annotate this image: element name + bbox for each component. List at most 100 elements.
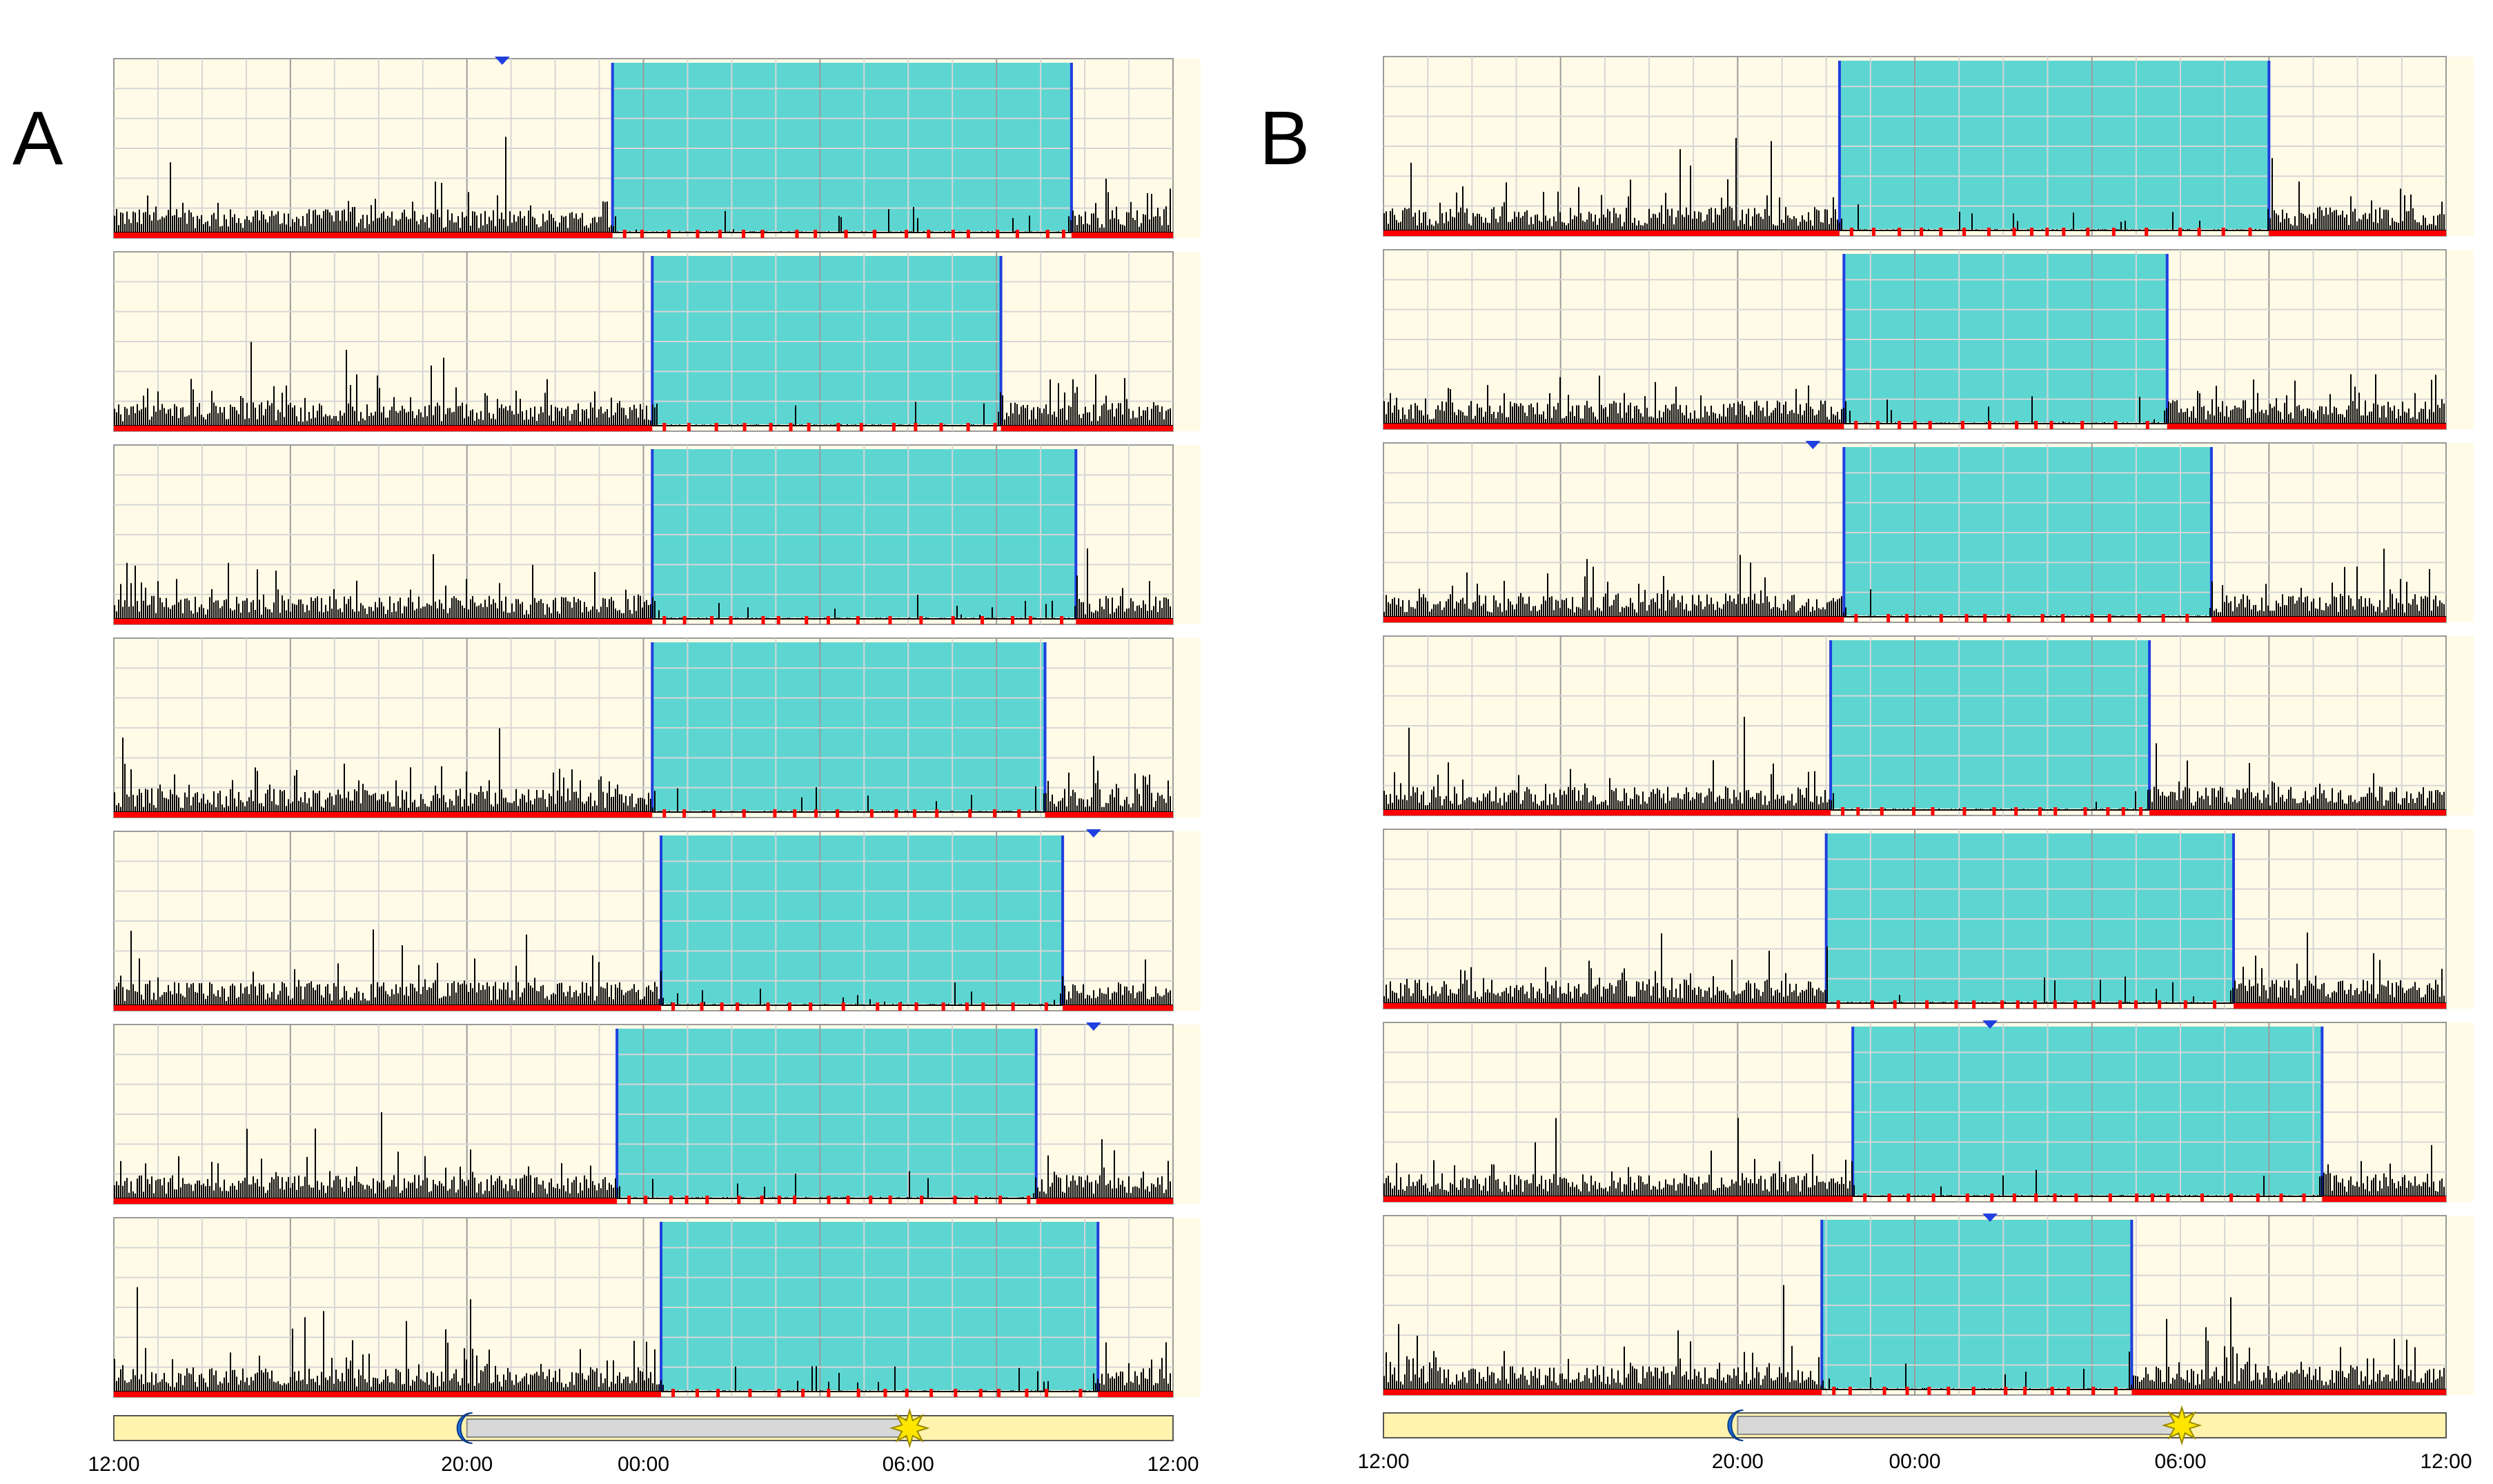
rest-marker-tick — [716, 1389, 720, 1397]
rest-marker-tick — [2040, 614, 2044, 622]
active-marker-bar — [1383, 617, 1844, 622]
active-marker-bar — [1001, 426, 1173, 431]
day-row — [1383, 249, 2474, 430]
rest-marker-tick — [914, 1002, 918, 1011]
tick-label: 20:00 — [1712, 1450, 1764, 1473]
active-marker-bar — [114, 233, 613, 238]
rest-marker-tick — [1882, 1387, 1886, 1395]
rest-marker-tick — [2221, 228, 2225, 236]
rest-marker-tick — [766, 1002, 770, 1011]
rest-marker-tick — [1972, 1000, 1976, 1009]
rest-marker-tick — [760, 1196, 764, 1204]
day-indicator — [1085, 829, 1101, 838]
rest-marker-tick — [640, 230, 644, 238]
rest-marker-tick — [929, 1389, 934, 1397]
rest-marker-tick — [841, 1002, 845, 1011]
rest-marker-tick — [2067, 1387, 2071, 1395]
rest-marker-tick — [1045, 1389, 1049, 1397]
rest-marker-tick — [998, 1196, 1003, 1204]
active-marker-bar — [114, 1198, 618, 1204]
day-indicator — [1982, 1214, 1998, 1222]
active-marker-bar — [1383, 810, 1831, 815]
rest-marker-tick — [2137, 614, 2141, 622]
rest-marker-tick — [696, 230, 700, 238]
rest-band — [1844, 254, 2167, 422]
rest-marker-tick — [2091, 1000, 2096, 1009]
active-marker-bar — [2167, 424, 2446, 429]
rest-marker-tick — [627, 1196, 631, 1204]
active-marker-bar — [2322, 1196, 2446, 1202]
tick-label: 06:00 — [883, 1453, 934, 1476]
rest-marker-tick — [1898, 421, 1902, 429]
rest-marker-tick — [827, 1389, 831, 1397]
rest-marker-tick — [682, 616, 687, 624]
rest-marker-tick — [667, 230, 671, 238]
rest-marker-tick — [2200, 1194, 2205, 1202]
rest-marker-tick — [671, 1389, 676, 1397]
rest-marker-tick — [1044, 1002, 1048, 1011]
rest-marker-tick — [836, 423, 840, 431]
rest-marker-tick — [682, 809, 687, 818]
rest-marker-tick — [700, 1002, 704, 1011]
rest-marker-tick — [687, 423, 691, 431]
rest-marker-tick — [2049, 421, 2053, 429]
rest-marker-tick — [2012, 1194, 2016, 1202]
rest-marker-tick — [935, 809, 939, 818]
light-strip — [1173, 1025, 1201, 1204]
active-marker-bar — [1383, 1389, 1822, 1395]
rest-marker-tick — [2178, 228, 2182, 236]
rest-marker-tick — [2038, 807, 2042, 815]
rest-marker-tick — [2045, 228, 2049, 236]
rest-marker-tick — [718, 230, 722, 238]
rest-marker-tick — [920, 1196, 924, 1204]
rest-marker-tick — [826, 616, 830, 624]
rest-marker-tick — [888, 1196, 892, 1204]
rest-marker-tick — [2151, 1194, 2155, 1202]
rest-marker-tick — [776, 616, 780, 624]
day-row — [113, 829, 1201, 1011]
rest-marker-tick — [993, 423, 997, 431]
rest-marker-tick — [2090, 614, 2094, 622]
rest-marker-tick — [827, 1196, 831, 1204]
rest-marker-tick — [2000, 1000, 2004, 1009]
rest-marker-tick — [2016, 1000, 2020, 1009]
rest-marker-tick — [1856, 807, 1860, 815]
rest-band — [661, 1222, 1098, 1390]
rest-marker-tick — [2158, 1000, 2162, 1009]
rest-marker-tick — [2062, 228, 2066, 236]
rest-marker-tick — [2053, 1194, 2057, 1202]
rest-marker-tick — [801, 1389, 805, 1397]
rest-marker-tick — [2012, 228, 2016, 236]
rest-marker-tick — [1962, 228, 1967, 236]
light-strip — [2446, 57, 2474, 236]
rest-marker-tick — [1832, 1387, 1836, 1395]
sun-icon — [2161, 1405, 2203, 1446]
rest-band — [1853, 1027, 2323, 1195]
light-strip — [2446, 1216, 2474, 1395]
day-row — [1383, 1214, 2474, 1396]
rest-marker-tick — [927, 230, 931, 238]
active-marker-bar — [1383, 1196, 1853, 1202]
rest-marker-tick — [742, 230, 746, 238]
rest-marker-tick — [644, 1196, 648, 1204]
rest-marker-tick — [737, 1196, 741, 1204]
rest-marker-tick — [1931, 807, 1935, 815]
rest-marker-tick — [2023, 1387, 2027, 1395]
rest-marker-tick — [981, 1002, 985, 1011]
rest-marker-tick — [761, 616, 765, 624]
active-marker-bar — [114, 1005, 662, 1011]
light-strip — [2446, 829, 2474, 1009]
rest-marker-tick — [954, 1389, 958, 1397]
rest-marker-tick — [742, 423, 747, 431]
day-row — [113, 1217, 1201, 1398]
rest-marker-tick — [1045, 230, 1050, 238]
rest-marker-tick — [1017, 809, 1021, 818]
active-marker-bar — [1098, 1392, 1173, 1397]
rest-marker-tick — [1912, 807, 1916, 815]
rest-marker-tick — [1841, 807, 1845, 815]
rest-marker-tick — [789, 423, 793, 431]
rest-marker-tick — [1886, 614, 1891, 622]
rest-marker-tick — [662, 616, 667, 624]
rest-marker-tick — [1078, 1389, 1083, 1397]
rest-marker-tick — [2086, 228, 2090, 236]
